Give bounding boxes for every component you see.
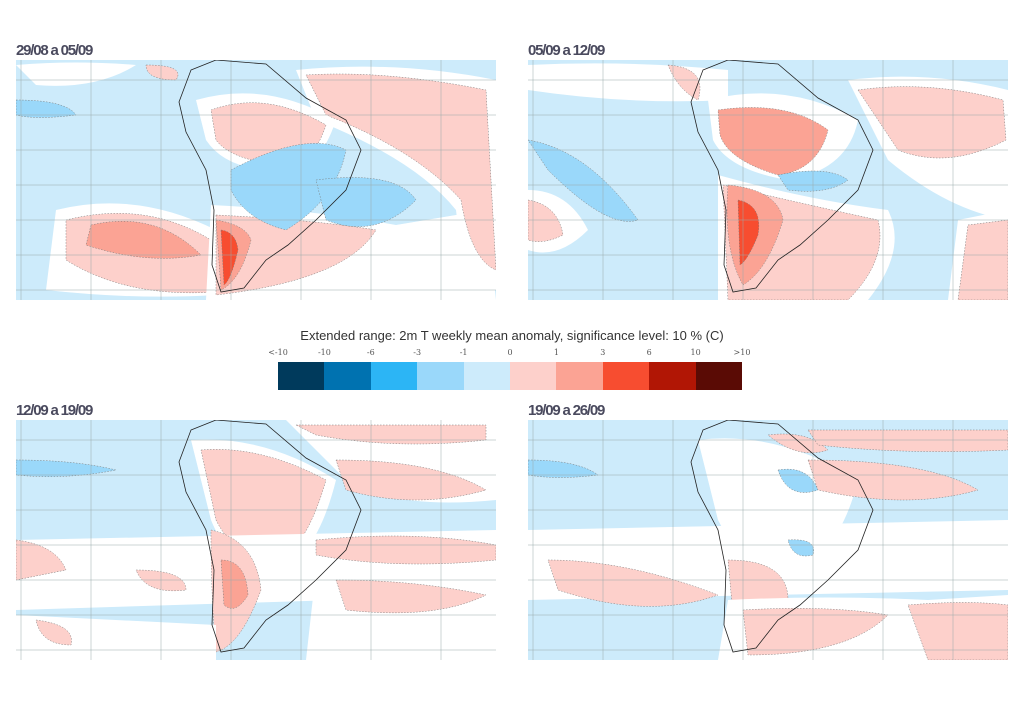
colorbar-label: 1 [553,348,559,357]
panel-title-week3: 12/09 a 19/09 [16,402,93,419]
anomaly-region [305,73,496,271]
coastline [178,60,362,293]
anomaly-region [220,229,239,286]
colorbar [278,362,743,390]
coastline [690,60,874,293]
anomaly-region [315,177,417,227]
anomaly-region [16,615,216,660]
anomaly-region [957,219,1008,300]
anomaly-region [528,199,564,242]
colorbar-swatch [695,362,743,390]
anomaly-region [528,139,639,222]
anomaly-region [807,459,979,501]
anomaly-region [315,535,496,565]
map-canvas [528,420,1008,660]
colorbar-swatch [370,362,418,390]
panel-title-week4: 19/09 a 26/09 [528,402,605,419]
colorbar-swatch [556,362,603,390]
anomaly-region [787,539,814,557]
colorbar-swatch [278,362,325,390]
panel-title-week2: 05/09 a 12/09 [528,42,605,59]
colorbar-label: 10 [690,348,701,357]
coastline [178,420,362,653]
colorbar-swatch [463,362,511,390]
map-canvas [16,420,496,660]
colorbar-label: <-10 [268,348,288,357]
map-canvas [528,60,1008,300]
anomaly-region [145,64,179,81]
colorbar-labels: <-10 -10 -6 -3 -1 0 1 3 6 10 >10 [268,348,750,360]
anomaly-region [306,568,496,660]
colorbar-title: Extended range: 2m T weekly mean anomaly… [300,328,724,343]
colorbar-label: 0 [507,348,513,357]
anomaly-map-week2 [528,60,1008,300]
anomaly-region [335,579,487,614]
colorbar-label: -3 [413,348,422,357]
anomaly-region [220,559,249,609]
colorbar-swatch [510,362,557,390]
coastline [690,420,874,653]
colorbar-swatch [602,362,650,390]
anomaly-region [335,459,487,501]
anomaly-region [35,619,72,646]
anomaly-map-week4 [528,420,1008,660]
colorbar-label: -6 [366,348,375,357]
colorbar-label: 6 [646,348,652,357]
anomaly-map-week3 [16,420,496,660]
colorbar-label: 3 [600,348,606,357]
anomaly-region [85,221,202,259]
anomaly-region [907,602,1008,660]
anomaly-region [667,64,701,101]
colorbar-label: -10 [317,348,331,357]
anomaly-region [16,539,67,581]
anomaly-region [857,86,1007,159]
anomaly-region [807,429,1008,452]
colorbar-swatch [649,362,696,390]
colorbar-swatch [324,362,371,390]
map-canvas [16,60,496,300]
colorbar-swatch [417,362,464,390]
panel-title-week1: 29/08 a 05/09 [16,42,93,59]
anomaly-map-week1 [16,60,496,300]
anomaly-region [230,143,347,231]
colorbar-label: >10 [733,348,751,357]
colorbar-label: -1 [459,348,468,357]
